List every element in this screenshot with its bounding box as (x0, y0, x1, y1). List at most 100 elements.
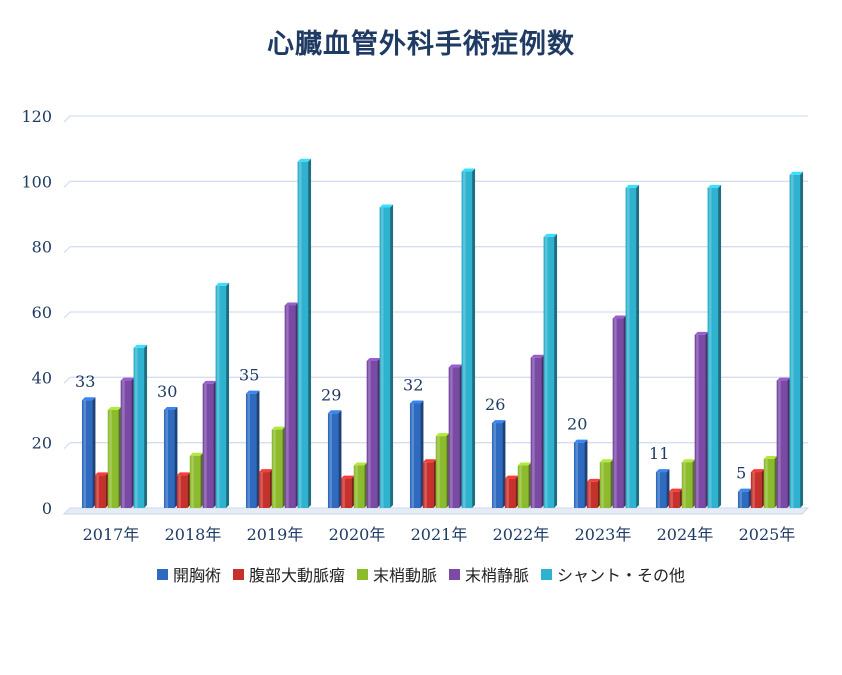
bar-side (213, 380, 217, 508)
data-label: 33 (75, 372, 95, 391)
bar-highlight (260, 472, 263, 508)
legend-label: シャント・その他 (557, 566, 686, 585)
chart-floor (62, 507, 810, 515)
x-tick-label: 2024年 (657, 525, 714, 544)
bar-highlight (601, 462, 604, 508)
data-label: 29 (321, 385, 341, 404)
bar-side (131, 377, 135, 508)
bar-highlight (286, 305, 289, 508)
bar-front (297, 161, 309, 508)
y-tick-label: 80 (32, 238, 52, 257)
bar-side (187, 472, 191, 508)
bar-front (625, 187, 637, 508)
bar-side (528, 462, 532, 508)
bar-top (655, 469, 670, 473)
bar-top (163, 407, 178, 410)
bar-front (586, 481, 598, 508)
bar-front (107, 410, 119, 508)
bar-side (144, 344, 148, 508)
bar-top (353, 462, 368, 466)
bar-4-6 (625, 184, 640, 508)
bar-2-3 (353, 462, 368, 508)
legend-item: 開胸術 (156, 562, 221, 586)
bar-highlight (329, 413, 332, 508)
bar-top (284, 302, 299, 306)
bar-top (789, 171, 804, 175)
bar-2-0 (107, 407, 122, 508)
bar-side (174, 407, 178, 508)
bar-side (597, 478, 601, 508)
bar-side (610, 459, 614, 508)
bar-side (692, 459, 696, 508)
bar-front (189, 455, 201, 508)
bar-side (295, 302, 299, 508)
bar-top (202, 380, 217, 384)
bar-highlight (342, 478, 345, 508)
bar-front (461, 171, 473, 509)
bar-2-7 (681, 459, 696, 508)
bar-side (774, 456, 778, 508)
data-label: 35 (239, 366, 259, 385)
bar-3-7 (694, 331, 709, 508)
bar-1-4 (422, 459, 437, 508)
legend-label: 開胸術 (172, 566, 221, 585)
bar-1-1 (176, 472, 191, 508)
bar-highlight (247, 393, 250, 508)
bar-front (448, 367, 460, 508)
bar-top (763, 456, 778, 459)
bar-front (789, 174, 801, 509)
bar-front (258, 472, 270, 508)
bar-3-6 (612, 315, 627, 508)
bar-front (422, 462, 434, 508)
bar-0-0 (81, 397, 96, 508)
bar-highlight (191, 455, 194, 508)
bar-top (133, 344, 148, 348)
bar-highlight (575, 442, 578, 508)
gridline-depth (63, 115, 71, 123)
bar-side (433, 459, 437, 508)
bar-front (340, 478, 352, 508)
bar-top (422, 459, 437, 463)
bar-top (504, 475, 519, 479)
bar-front (353, 465, 365, 508)
bar-highlight (122, 380, 125, 508)
bar-0-6 (573, 439, 588, 508)
bar-highlight (506, 478, 509, 508)
bar-side (472, 168, 476, 509)
bar-1-7 (668, 488, 683, 508)
bar-front (202, 383, 214, 508)
bar-highlight (299, 161, 302, 508)
bar-top (435, 433, 450, 437)
bar-1-5 (504, 475, 519, 508)
bar-highlight (709, 187, 712, 508)
gridline-depth (63, 442, 71, 450)
bar-0-8 (737, 488, 752, 508)
bar-top (625, 184, 640, 188)
legend-label: 末梢静脈 (465, 566, 530, 585)
bar-0-1 (163, 407, 178, 508)
bar-top (491, 420, 506, 424)
bar-side (200, 452, 204, 508)
bar-highlight (381, 207, 384, 508)
x-tick-label: 2017年 (83, 525, 140, 544)
bar-highlight (178, 475, 181, 508)
bar-side (282, 426, 286, 508)
gridline-depth (63, 246, 71, 254)
bar-2-2 (271, 426, 286, 508)
bar-front (681, 462, 693, 508)
bar-2-5 (517, 462, 532, 508)
bar-highlight (450, 367, 453, 508)
bar-highlight (368, 361, 371, 508)
bar-side (679, 488, 683, 508)
bar-3-3 (366, 358, 381, 508)
data-label: 5 (736, 464, 746, 483)
bar-side (269, 469, 273, 508)
gridline-depth (63, 376, 71, 384)
bar-front (163, 410, 175, 508)
bar-0-3 (327, 410, 342, 508)
bar-front (379, 207, 391, 508)
bar-highlight (657, 472, 660, 508)
bar-top (245, 390, 260, 394)
bar-highlight (411, 403, 414, 508)
bar-front (327, 413, 339, 508)
